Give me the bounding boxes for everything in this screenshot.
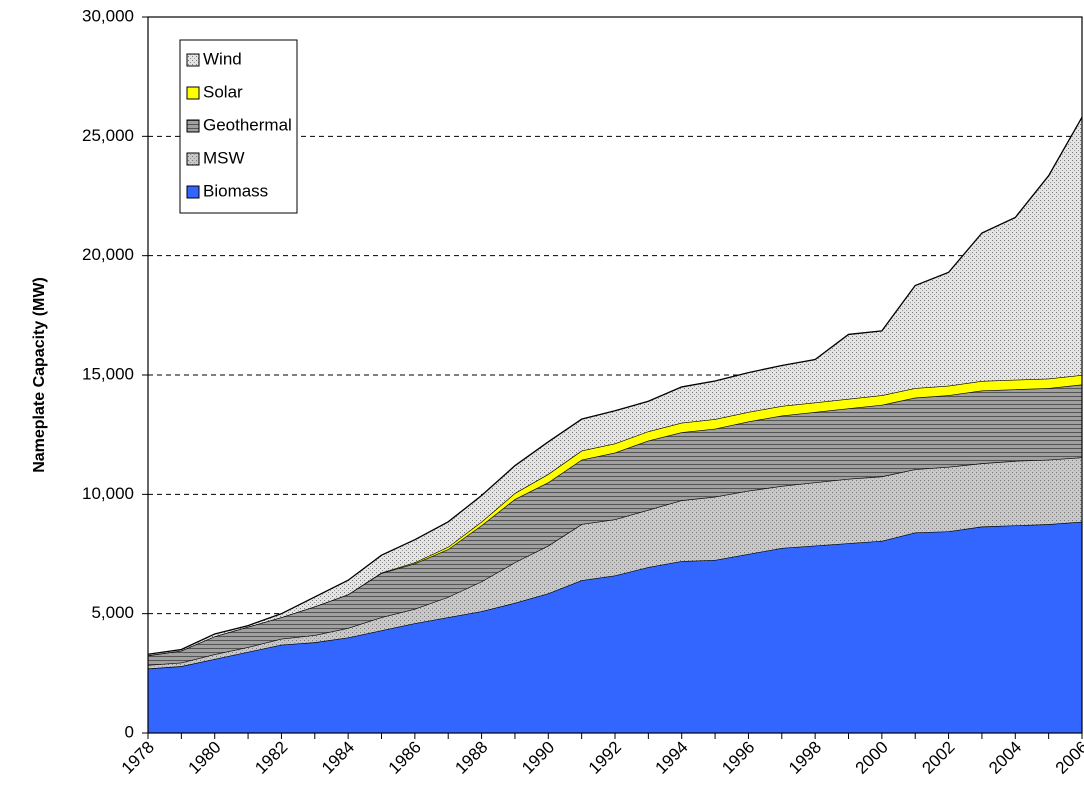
legend-label: Geothermal: [203, 115, 292, 134]
legend-label: Wind: [203, 49, 242, 68]
legend-label: Biomass: [203, 181, 268, 200]
legend-swatch: [186, 86, 200, 100]
area: [148, 521, 1082, 733]
x-tick-label: 1980: [185, 738, 225, 778]
y-tick-label: 5,000: [91, 603, 134, 622]
y-tick-label: 20,000: [82, 245, 134, 264]
y-axis-label: Nameplate Capacity (MW): [31, 277, 48, 473]
x-tick-label: 1984: [318, 738, 358, 778]
legend-label: Solar: [203, 82, 243, 101]
x-tick-label: 1986: [385, 738, 425, 778]
legend: Wind Solar Geothermal MSW Biomass: [179, 39, 298, 214]
x-tick-label: 2004: [985, 738, 1025, 778]
x-tick-label: 2000: [852, 738, 892, 778]
area: [148, 384, 1082, 665]
x-tick-label: 1998: [785, 738, 825, 778]
y-tick-label: 15,000: [82, 364, 134, 383]
y-tick-label: 0: [125, 722, 134, 741]
y-tick-label: 30,000: [82, 6, 134, 25]
y-tick-label: 25,000: [82, 126, 134, 145]
area: [148, 457, 1082, 669]
legend-swatch: [186, 152, 200, 166]
area: [148, 117, 1082, 656]
areas: [147, 116, 1083, 733]
x-tick-label: 1988: [451, 738, 491, 778]
legend-swatch: [186, 53, 200, 67]
y-tick-label: 10,000: [82, 484, 134, 503]
x-tick-label: 1996: [718, 738, 758, 778]
legend-swatch: [186, 185, 200, 199]
legend-swatch: [186, 119, 200, 133]
x-tick-label: 1992: [585, 738, 625, 778]
x-tick-label: 2002: [918, 738, 958, 778]
x-tick-label: 1990: [518, 738, 558, 778]
x-tick-label: 2006: [1052, 738, 1084, 778]
x-tick-label: 1978: [118, 738, 158, 778]
x-tick-label: 1994: [652, 738, 692, 778]
legend-label: MSW: [203, 148, 245, 167]
x-tick-label: 1982: [251, 738, 291, 778]
area-edge: [147, 116, 1083, 655]
